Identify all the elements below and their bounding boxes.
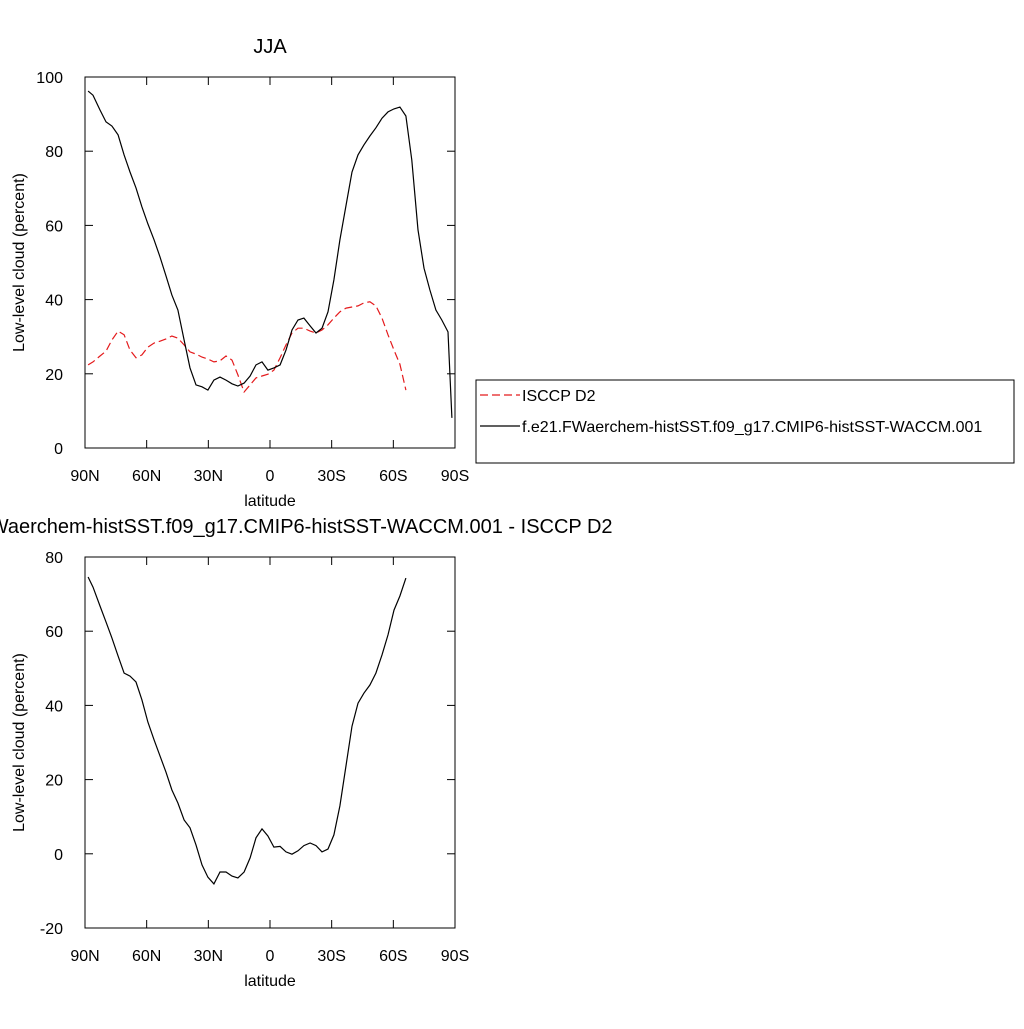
data-line bbox=[87, 301, 407, 394]
x-tick-label: 90S bbox=[441, 948, 469, 965]
y-axis-label: Low-level cloud (percent) bbox=[11, 173, 28, 352]
y-tick-label: 0 bbox=[54, 847, 63, 864]
y-tick-label: 20 bbox=[45, 773, 63, 790]
y-tick-label: 0 bbox=[54, 441, 63, 458]
x-tick-label: 30N bbox=[194, 468, 223, 485]
legend-label: ISCCP D2 bbox=[522, 388, 596, 405]
y-tick-label: 60 bbox=[45, 218, 63, 235]
chart-title: f.e21.FWaerchem-histSST.f09_g17.CMIP6-hi… bbox=[0, 516, 613, 538]
y-tick-label: 60 bbox=[45, 624, 63, 641]
plot-frame bbox=[84, 76, 456, 449]
y-tick-label: 80 bbox=[45, 144, 63, 161]
x-tick-label: 0 bbox=[266, 948, 275, 965]
y-tick-label: 40 bbox=[45, 698, 63, 715]
x-tick-label: 0 bbox=[266, 468, 275, 485]
x-tick-label: 60N bbox=[132, 468, 161, 485]
legend-label: f.e21.FWaerchem-histSST.f09_g17.CMIP6-hi… bbox=[522, 419, 982, 436]
chart-title: JJA bbox=[253, 36, 287, 58]
x-tick-label: 60S bbox=[379, 948, 407, 965]
x-tick-label: 60N bbox=[132, 948, 161, 965]
legend-box bbox=[475, 379, 1015, 464]
plot-frame bbox=[84, 556, 456, 929]
y-tick-label: 40 bbox=[45, 293, 63, 310]
x-axis-label: latitude bbox=[244, 973, 296, 990]
data-line bbox=[87, 90, 453, 418]
x-tick-label: 90S bbox=[441, 468, 469, 485]
y-tick-label: -20 bbox=[40, 921, 63, 938]
x-tick-label: 30N bbox=[194, 948, 223, 965]
data-line bbox=[87, 576, 407, 885]
x-tick-label: 90N bbox=[70, 468, 99, 485]
y-tick-label: 80 bbox=[45, 550, 63, 567]
y-tick-label: 100 bbox=[36, 70, 63, 87]
x-tick-label: 30S bbox=[317, 468, 345, 485]
y-axis-label: Low-level cloud (percent) bbox=[11, 653, 28, 832]
x-tick-label: 30S bbox=[317, 948, 345, 965]
y-tick-label: 20 bbox=[45, 367, 63, 384]
x-axis-label: latitude bbox=[244, 493, 296, 510]
x-tick-label: 60S bbox=[379, 468, 407, 485]
x-tick-label: 90N bbox=[70, 948, 99, 965]
